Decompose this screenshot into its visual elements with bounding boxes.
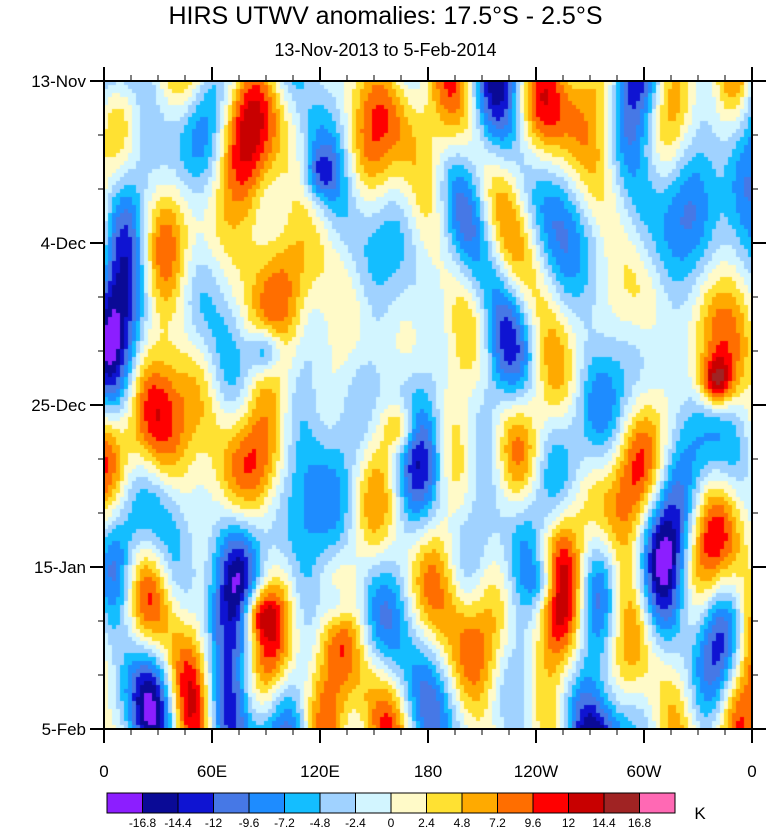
colorbar-swatch xyxy=(248,792,285,814)
colorbar-swatch xyxy=(142,792,179,814)
colorbar-label: -16.8 xyxy=(129,816,157,830)
y-tick-label: 13-Nov xyxy=(31,72,86,91)
colorbar-label: 9.6 xyxy=(525,816,542,830)
colorbar-swatch xyxy=(106,792,143,814)
colorbar-swatch xyxy=(497,792,534,814)
colorbar-label: -12 xyxy=(205,816,223,830)
colorbar-label: 14.4 xyxy=(592,816,616,830)
colorbar-label: -7.2 xyxy=(274,816,295,830)
heatmap-field xyxy=(104,81,752,729)
y-tick-label: 4-Dec xyxy=(41,234,87,253)
colorbar-label: -2.4 xyxy=(345,816,366,830)
y-axis: 13-Nov 4-Dec 25-Dec 15-Jan 5-Feb xyxy=(31,72,766,739)
colorbar-label: -14.4 xyxy=(164,816,192,830)
y-tick-label: 15-Jan xyxy=(34,558,86,577)
chart-title: HIRS UTWV anomalies: 17.5°S - 2.5°S xyxy=(168,2,603,30)
colorbar-label: 4.8 xyxy=(454,816,471,830)
colorbar-swatch xyxy=(213,792,250,814)
colorbar-label: 7.2 xyxy=(489,816,506,830)
plot-area xyxy=(103,80,753,730)
x-tick-label: 120W xyxy=(514,762,558,781)
colorbar-label: -4.8 xyxy=(310,816,331,830)
colorbar-swatch xyxy=(319,792,356,814)
colorbar-swatch xyxy=(461,792,498,814)
colorbar-label: 0 xyxy=(388,816,395,830)
colorbar-swatch xyxy=(355,792,392,814)
colorbar-swatch xyxy=(284,792,321,814)
colorbar-swatch xyxy=(532,792,569,814)
colorbar-swatch xyxy=(568,792,605,814)
colorbar: -16.8 -14.4 -12 -9.6 -7.2 -4.8 -2.4 0 2.4 4.8 7.2 9… xyxy=(106,792,706,830)
x-tick-label: 0 xyxy=(747,762,756,781)
x-tick-label: 120E xyxy=(300,762,340,781)
x-tick-label: 0 xyxy=(99,762,108,781)
colorbar-label: 12 xyxy=(562,816,576,830)
colorbar-units: K xyxy=(694,804,706,823)
colorbar-swatch xyxy=(603,792,640,814)
x-tick-label: 60W xyxy=(627,762,662,781)
colorbar-swatch xyxy=(426,792,463,814)
colorbar-label: 16.8 xyxy=(628,816,652,830)
colorbar-swatch xyxy=(639,792,676,814)
colorbar-swatch xyxy=(390,792,427,814)
chart-subtitle: 13-Nov-2013 to 5-Feb-2014 xyxy=(274,40,497,60)
colorbar-label: -9.6 xyxy=(239,816,260,830)
colorbar-label: 2.4 xyxy=(418,816,435,830)
colorbar-swatch xyxy=(177,792,214,814)
y-tick-label: 5-Feb xyxy=(42,720,86,739)
x-tick-label: 180 xyxy=(414,762,442,781)
x-tick-label: 60E xyxy=(197,762,227,781)
x-axis: 0 60E 120E 180 120W 60W 0 xyxy=(99,67,757,781)
y-tick-label: 25-Dec xyxy=(31,396,86,415)
